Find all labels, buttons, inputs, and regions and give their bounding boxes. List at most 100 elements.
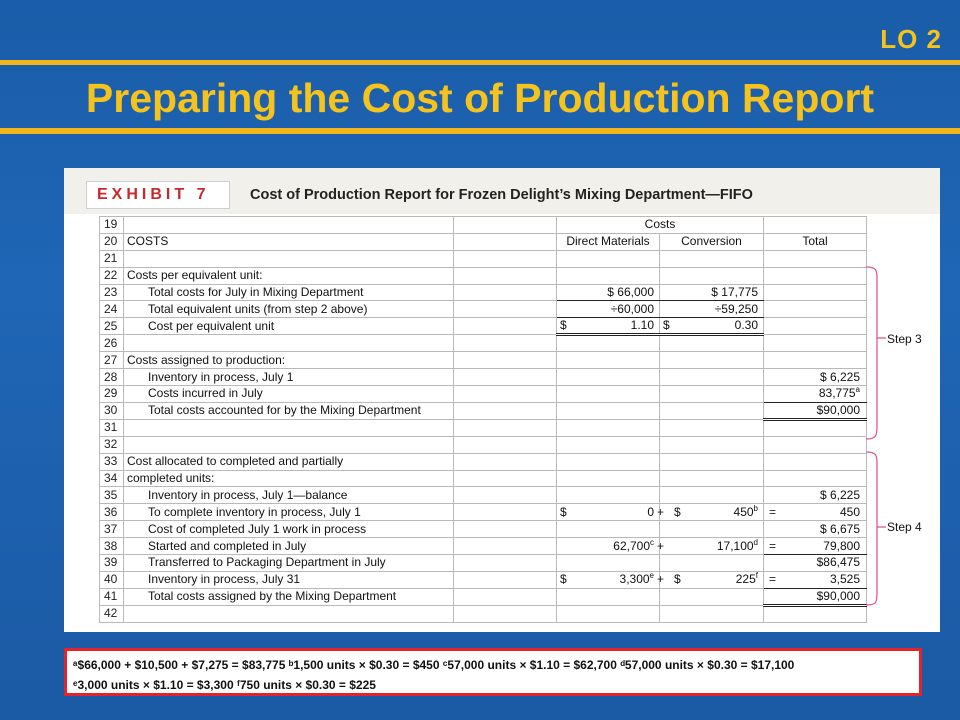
direct-materials-cell bbox=[556, 486, 660, 505]
direct-materials-cell bbox=[556, 604, 660, 623]
conversion-cell bbox=[659, 486, 764, 505]
sheet-row: 27 Costs assigned to production: bbox=[99, 351, 867, 370]
total-cell: $ 6,225 bbox=[763, 368, 867, 387]
row-label: completed units: bbox=[123, 469, 454, 488]
cell-value: 0.30 bbox=[734, 318, 758, 333]
blank-cell bbox=[453, 486, 557, 505]
plus-operator: + bbox=[657, 504, 665, 519]
direct-materials-cell: $3,300e bbox=[556, 570, 660, 589]
blank-cell bbox=[453, 283, 557, 302]
row-label: Cost of completed July 1 work in process bbox=[123, 520, 454, 539]
blank-cell bbox=[453, 232, 557, 251]
top-accent-stripe bbox=[0, 60, 960, 65]
cell-value: 0 bbox=[647, 504, 654, 519]
row-label bbox=[123, 435, 454, 454]
conversion-cell bbox=[659, 469, 764, 488]
sheet-row: 42 bbox=[99, 604, 867, 623]
learning-objective-label: LO 2 bbox=[880, 24, 942, 54]
col-header-total: Total bbox=[763, 232, 867, 251]
total-cell: = 79,800 bbox=[763, 537, 867, 556]
total-cell bbox=[763, 604, 867, 623]
exhibit-header: EXHIBIT 7 Cost of Production Report for … bbox=[64, 168, 940, 214]
row-number: 25 bbox=[99, 317, 124, 336]
sheet-row: 26 bbox=[99, 334, 867, 353]
total-cell: $90,000 bbox=[763, 401, 867, 421]
row-label: Total costs accounted for by the Mixing … bbox=[123, 401, 454, 420]
row-number: 20 bbox=[99, 232, 124, 251]
blank-cell bbox=[453, 452, 557, 471]
sheet-row: 25 Cost per equivalent unit $1.10 $0.30 bbox=[99, 317, 867, 337]
conversion-cell: + $225f bbox=[657, 570, 764, 589]
step3-bracket bbox=[865, 266, 886, 440]
footnote-mark: c bbox=[650, 537, 654, 547]
direct-materials-cell bbox=[556, 249, 660, 268]
row-number: 24 bbox=[99, 300, 124, 319]
conversion-cell bbox=[659, 249, 764, 268]
direct-materials-cell: $0 bbox=[556, 503, 660, 522]
cell-value: 62,700 bbox=[613, 538, 650, 553]
direct-materials-cell bbox=[556, 418, 660, 437]
row-label bbox=[123, 249, 454, 268]
total-cell bbox=[763, 216, 867, 234]
equals-operator: = bbox=[769, 504, 777, 519]
row-number: 35 bbox=[99, 486, 124, 505]
row-label bbox=[123, 216, 454, 234]
sheet-row: 23 Total costs for July in Mixing Departm… bbox=[99, 283, 867, 302]
total-cell: $ 6,225 bbox=[763, 486, 867, 505]
cell-value: 83,775 bbox=[818, 386, 856, 401]
total-cell bbox=[763, 469, 867, 488]
cell-value: 450 bbox=[839, 504, 860, 519]
row-number: 42 bbox=[99, 604, 124, 623]
cell-value: $ 66,000 bbox=[607, 285, 654, 299]
cell-value: $90,000 bbox=[816, 588, 860, 603]
sheet-row: 20 COSTS Direct Materials Conversion Total bbox=[99, 232, 867, 251]
sheet-row: 24 Total equivalent units (from step 2 ab… bbox=[99, 300, 867, 319]
sheet-row: 35 Inventory in process, July 1—balance $ … bbox=[99, 486, 867, 505]
dollar-sign: $ bbox=[663, 318, 670, 333]
footnotes-box: ᵃ$66,000 + $10,500 + $7,275 = $83,775 ᵇ1… bbox=[64, 648, 922, 696]
dollar-sign: $ bbox=[674, 504, 681, 519]
cell-value: 225 bbox=[735, 572, 756, 587]
footnote-mark: f bbox=[755, 571, 758, 581]
blank-cell bbox=[453, 351, 557, 370]
conversion-cell bbox=[659, 520, 764, 539]
conversion-cell bbox=[659, 385, 764, 403]
total-cell bbox=[763, 300, 867, 319]
direct-materials-cell: ÷60,000 bbox=[556, 300, 660, 319]
cell-value: $ 6,225 bbox=[819, 487, 860, 502]
row-number: 32 bbox=[99, 435, 124, 454]
dollar-sign: $ bbox=[560, 572, 567, 587]
blank-cell bbox=[453, 368, 557, 387]
blank-cell bbox=[453, 249, 557, 268]
total-cell: = 3,525 bbox=[763, 570, 867, 589]
blank-cell bbox=[453, 401, 557, 420]
sheet-row: 21 bbox=[99, 249, 867, 268]
footnote-line-2: ᵉ3,000 units × $1.10 = $3,300 ᶠ750 units… bbox=[73, 678, 376, 692]
conversion-cell bbox=[659, 368, 764, 387]
row-number: 26 bbox=[99, 334, 124, 353]
conversion-cell: $0.30 bbox=[659, 317, 764, 337]
sheet-row: 39 Transferred to Packaging Department in… bbox=[99, 554, 867, 572]
row-number: 39 bbox=[99, 554, 124, 572]
conversion-cell: +17,100d bbox=[657, 537, 764, 556]
direct-materials-cell bbox=[556, 554, 660, 572]
blank-cell bbox=[453, 520, 557, 539]
direct-materials-cell bbox=[556, 435, 660, 454]
blank-cell bbox=[453, 334, 557, 353]
total-cell: $86,475 bbox=[763, 554, 867, 572]
sheet-row: 41 Total costs assigned by the Mixing Dep… bbox=[99, 587, 867, 607]
sheet-row: 29 Costs incurred in July 83,775a bbox=[99, 385, 867, 403]
conversion-cell: + $450b bbox=[657, 503, 764, 522]
blank-cell bbox=[453, 300, 557, 319]
row-label: Inventory in process, July 1 bbox=[123, 368, 454, 387]
conversion-cell: $ 17,775 bbox=[659, 283, 764, 302]
conversion-cell bbox=[659, 604, 764, 623]
row-number: 31 bbox=[99, 418, 124, 437]
direct-materials-cell: $ 66,000 bbox=[556, 283, 660, 302]
blank-cell bbox=[453, 570, 557, 589]
row-number: 37 bbox=[99, 520, 124, 539]
blank-cell bbox=[453, 554, 557, 572]
exhibit-badge: EXHIBIT 7 bbox=[86, 181, 230, 209]
footnote-mark: d bbox=[753, 537, 758, 547]
row-number: 34 bbox=[99, 469, 124, 488]
